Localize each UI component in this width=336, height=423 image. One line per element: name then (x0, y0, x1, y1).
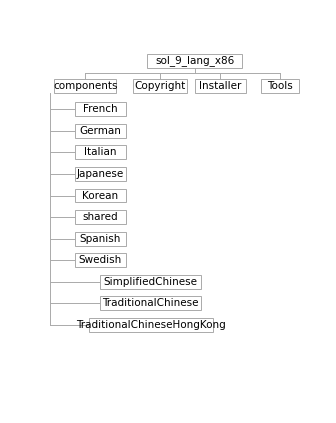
Text: Italian: Italian (84, 147, 116, 157)
FancyBboxPatch shape (75, 124, 126, 138)
FancyBboxPatch shape (75, 189, 126, 203)
Text: Japanese: Japanese (77, 169, 124, 179)
FancyBboxPatch shape (100, 275, 201, 288)
Text: Swedish: Swedish (79, 255, 122, 265)
FancyBboxPatch shape (75, 102, 126, 116)
FancyBboxPatch shape (88, 318, 212, 332)
FancyBboxPatch shape (133, 79, 187, 93)
FancyBboxPatch shape (148, 54, 242, 68)
Text: Copyright: Copyright (134, 81, 185, 91)
FancyBboxPatch shape (75, 210, 126, 224)
FancyBboxPatch shape (75, 167, 126, 181)
Text: shared: shared (82, 212, 118, 222)
FancyBboxPatch shape (54, 79, 116, 93)
Text: Korean: Korean (82, 190, 118, 201)
FancyBboxPatch shape (75, 232, 126, 246)
Text: French: French (83, 104, 118, 114)
Text: components: components (53, 81, 118, 91)
Text: TraditionalChineseHongKong: TraditionalChineseHongKong (76, 320, 225, 330)
Text: SimplifiedChinese: SimplifiedChinese (103, 277, 198, 287)
Text: Tools: Tools (267, 81, 293, 91)
Text: Spanish: Spanish (79, 233, 121, 244)
Text: German: German (79, 126, 121, 136)
FancyBboxPatch shape (75, 146, 126, 159)
FancyBboxPatch shape (100, 297, 201, 310)
FancyBboxPatch shape (195, 79, 246, 93)
FancyBboxPatch shape (75, 253, 126, 267)
Text: Installer: Installer (199, 81, 242, 91)
Text: sol_9_lang_x86: sol_9_lang_x86 (155, 55, 234, 66)
Text: TraditionalChinese: TraditionalChinese (102, 298, 199, 308)
FancyBboxPatch shape (261, 79, 298, 93)
